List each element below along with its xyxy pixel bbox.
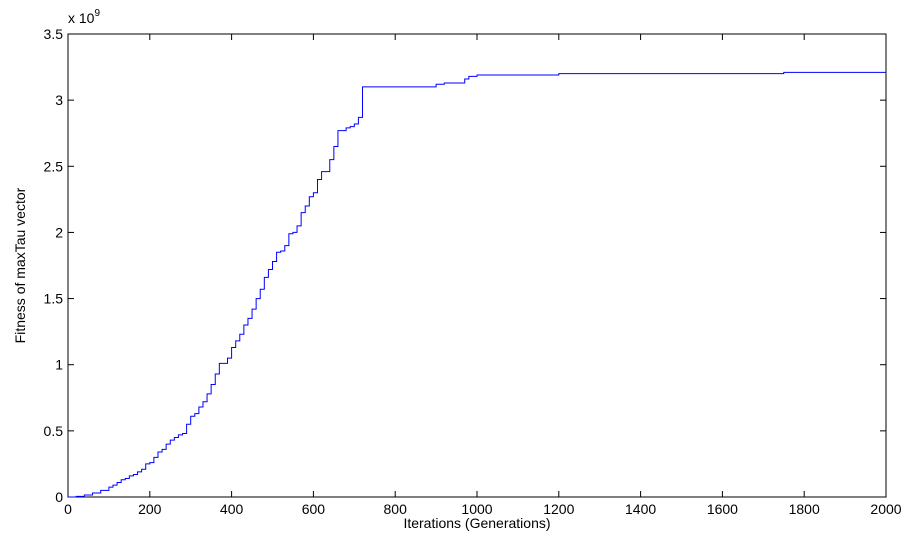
x-tick-label: 400 [220,501,244,517]
y-tick-label: 2.5 [44,158,64,174]
x-tick-label: 1600 [707,501,738,517]
x-tick-label: 1200 [543,501,574,517]
y-tick-label: 2 [55,224,63,240]
series-layer [67,71,887,498]
y-axis-ticks: 0 0.5 1 1.5 2 2.5 3 3.5 [44,26,886,505]
plot-area [67,33,887,498]
plot-frame [67,33,887,498]
x-tick-label: 1400 [625,501,656,517]
x-tick-label: 0 [64,501,72,517]
x-axis-ticks: 0 200 400 600 800 1000 1200 1400 1600 1800 2000 [64,34,902,517]
y-tick-label: 0 [55,489,63,505]
x-tick-label: 2000 [870,501,901,517]
y-axis-multiplier-base: x 10 [68,10,95,26]
y-tick-label: 1 [55,357,63,373]
y-axis-multiplier: x 109 [68,8,100,26]
x-axis-label: Iterations (Generations) [403,515,550,531]
y-axis-multiplier-exponent: 9 [94,8,100,19]
x-tick-label: 1800 [789,501,820,517]
x-tick-label: 1000 [461,501,492,517]
y-tick-label: 1.5 [44,291,64,307]
y-tick-label: 3 [55,92,63,108]
x-tick-label: 200 [138,501,162,517]
y-tick-label: 3.5 [44,26,64,42]
x-tick-label: 600 [302,501,326,517]
y-tick-label: 0.5 [44,423,64,439]
x-tick-label: 800 [384,501,408,517]
y-axis-label: Fitness of maxTau vector [12,187,28,343]
